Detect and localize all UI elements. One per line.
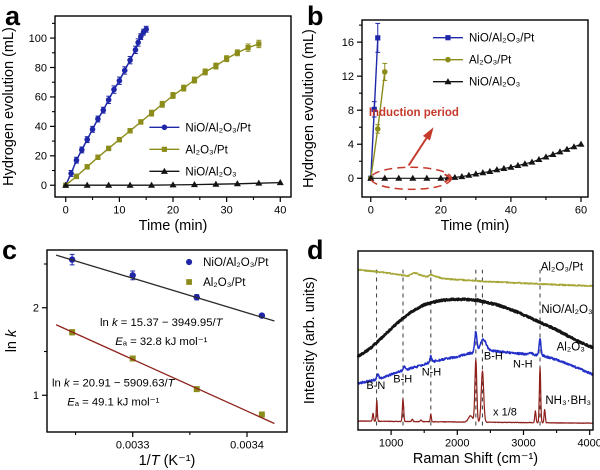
induction-period-text: Induction period: [369, 107, 459, 119]
spectrum-name-label: NiO/Al₂O₃: [541, 304, 593, 316]
panel-a-letter: a: [5, 1, 21, 31]
svg-text:4: 4: [348, 139, 354, 151]
spectrum-curve: [357, 268, 594, 287]
panel-b-plot: 0 20 40 60 0 4 8 12 16 Time (min) Hydrogen evoluti…: [301, 19, 589, 234]
fit-equation-text: ln k = 20.91 − 5909.63/T: [52, 378, 176, 390]
svg-text:0.0034: 0.0034: [230, 440, 264, 452]
peak-assignment-label: x 1/8: [493, 407, 517, 419]
legend-label: NiO/Al₂O₃/Pt: [203, 257, 269, 269]
svg-text:0.0033: 0.0033: [116, 440, 150, 452]
svg-text:40: 40: [274, 205, 286, 217]
legend-label: Al₂O₃/Pt: [469, 55, 512, 67]
fit-equation-text: ln k = 15.37 − 3949.95/T: [100, 317, 224, 329]
axis-ticks-and-labels: 0.0033 0.0034 1 2: [33, 263, 264, 452]
data-series: [62, 178, 284, 188]
svg-text:10: 10: [113, 205, 125, 217]
svg-text:0: 0: [63, 205, 69, 217]
axis-ticks-and-labels: 0 20 40 60 0 4 8 12 16: [342, 24, 587, 217]
svg-text:0: 0: [348, 173, 354, 185]
data-series: [63, 39, 262, 188]
legend: NiO/Al₂O₃/Pt Al₂O₃/Pt NiO/Al₂O₃: [432, 33, 535, 89]
y-axis-label: Hydrogen evolution (mL): [301, 29, 317, 188]
legend-label: NiO/Al₂O₃: [185, 166, 237, 178]
axis-ticks-and-labels: 0 10 20 30 40 0 20 40 60 80 100: [29, 22, 286, 217]
peak-assignment-label: N-H: [513, 358, 533, 370]
svg-text:80: 80: [35, 62, 47, 74]
spectrum-curve: [357, 330, 594, 385]
y-axis-label: ln k: [4, 329, 20, 352]
svg-text:0: 0: [41, 180, 47, 192]
x-axis-label: 1/T (K⁻¹): [139, 453, 196, 469]
legend-label: NiO/Al₂O₃: [469, 77, 521, 89]
svg-text:16: 16: [342, 37, 354, 49]
panel-a-plot: 0 10 20 30 40 0 20 40 60 80 100 Time (min) Hydrogen …: [1, 15, 292, 234]
axes-frame: [46, 249, 288, 433]
axes-frame: [357, 250, 594, 431]
svg-text:60: 60: [575, 205, 587, 217]
y-axis-label: Intensity (arb. units): [302, 277, 318, 404]
panel-b-letter: b: [307, 1, 324, 31]
raman-band-guide-lines: [375, 269, 541, 426]
spectrum-curve: [357, 359, 594, 424]
svg-text:8: 8: [348, 105, 354, 117]
svg-text:40: 40: [505, 205, 517, 217]
panel-c-letter: c: [2, 235, 18, 265]
legend: NiO/Al₂O₃/Pt Al₂O₃/Pt NiO/Al₂O₃: [149, 122, 252, 178]
axes-frame: [361, 19, 589, 198]
axis-ticks-and-labels: 1000 2000 3000 4000: [379, 430, 600, 450]
panel-d-plot: 1000 2000 3000 4000 Raman Shift (cm⁻¹) Intens…: [302, 250, 600, 467]
svg-text:0: 0: [368, 205, 374, 217]
legend-label: Al₂O₃/Pt: [185, 144, 228, 156]
spectrum-name-label: Al₂O₃: [557, 341, 586, 353]
svg-text:30: 30: [221, 205, 233, 217]
svg-text:4000: 4000: [577, 438, 600, 450]
svg-text:40: 40: [35, 121, 47, 133]
svg-text:20: 20: [167, 205, 179, 217]
spectrum-name-label: Al₂O₃/Pt: [541, 262, 584, 274]
peak-assignment-label: B-N: [366, 380, 385, 392]
legend-label: NiO/Al₂O₃/Pt: [469, 33, 535, 45]
fit-equation-text: Eₐ = 32.8 kJ mol⁻¹: [115, 336, 207, 348]
svg-text:20: 20: [435, 205, 447, 217]
fit-equation-text: Eₐ = 49.1 kJ mol⁻¹: [67, 397, 159, 409]
panel-c-plot: 0.0033 0.0034 1 2 1/T (K⁻¹) ln k NiO/Al₂O₃/Pt A…: [4, 249, 288, 469]
legend-label: NiO/Al₂O₃/Pt: [185, 122, 251, 134]
spectrum-name-label: NH₃·BH₃: [545, 395, 591, 407]
data-series: [367, 140, 585, 181]
data-series: [367, 62, 388, 182]
svg-text:3000: 3000: [511, 438, 535, 450]
svg-text:20: 20: [35, 151, 47, 163]
svg-text:1: 1: [33, 390, 39, 402]
peak-assignment-label: B-H: [484, 350, 503, 362]
induction-period-annotation: Induction period: [369, 107, 459, 191]
x-axis-label: Time (min): [139, 218, 208, 234]
peak-assignment-label: B-H: [393, 374, 412, 386]
peak-assignment-label: N-H: [422, 366, 442, 378]
svg-text:2: 2: [33, 303, 39, 315]
legend: NiO/Al₂O₃/Pt Al₂O₃/Pt: [186, 257, 269, 289]
fit-line: [55, 254, 275, 322]
svg-text:100: 100: [29, 33, 47, 45]
svg-text:1000: 1000: [379, 438, 403, 450]
spectrum-curve: [356, 297, 594, 358]
svg-text:2000: 2000: [445, 438, 469, 450]
data-series: [62, 25, 149, 189]
y-axis-label: Hydrogen evolution (mL): [1, 27, 17, 186]
x-axis-label: Time (min): [441, 218, 510, 234]
x-axis-label: Raman Shift (cm⁻¹): [413, 451, 538, 467]
axes-frame: [54, 15, 292, 198]
svg-text:12: 12: [342, 71, 354, 83]
svg-text:60: 60: [35, 92, 47, 104]
panel-d-letter: d: [307, 235, 324, 265]
fit-line: [55, 324, 275, 425]
legend-label: Al₂O₃/Pt: [203, 277, 246, 289]
